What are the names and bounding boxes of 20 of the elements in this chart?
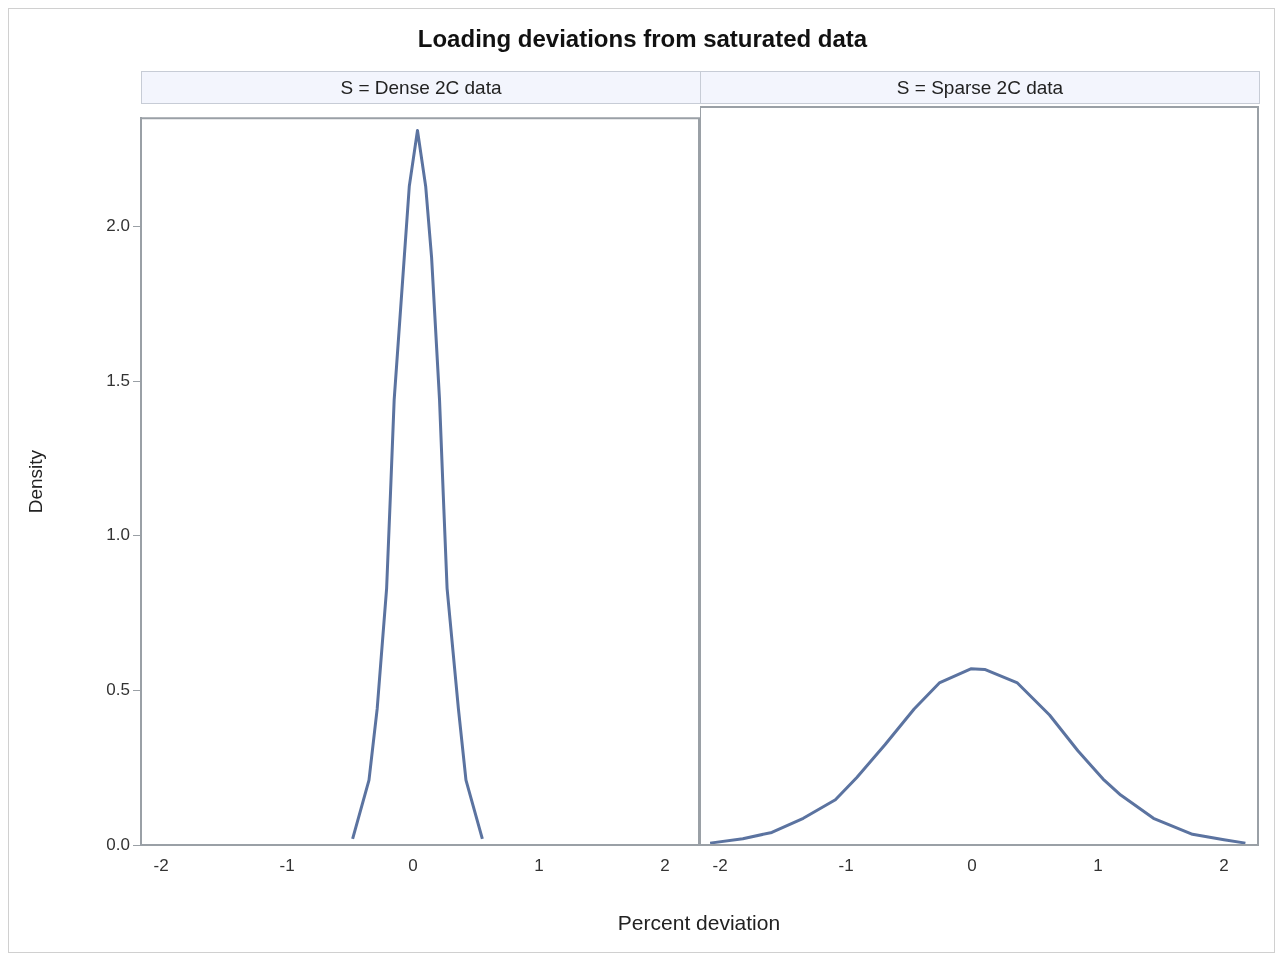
x-tick-label: 0	[967, 855, 977, 875]
x-tick-label: -2	[153, 855, 169, 875]
chart-title: Loading deviations from saturated data	[416, 25, 869, 53]
y-axis-title: Density	[24, 449, 46, 514]
x-tick-label: -1	[279, 855, 295, 875]
x-tick-label: 1	[534, 855, 544, 875]
y-tick-label: 0.5	[106, 680, 130, 700]
x-axis-title: Percent deviation	[616, 911, 782, 935]
x-tick-label: 2	[660, 855, 670, 875]
x-tick-label: -2	[712, 855, 728, 875]
y-tick-label: 1.0	[106, 525, 130, 545]
x-tick-label: 2	[1219, 855, 1229, 875]
y-tick-label: 1.5	[106, 370, 130, 390]
y-tick-label: 0.0	[106, 834, 130, 854]
chart-subtitle: S = Sparse 2C data	[700, 71, 1260, 104]
x-tick-label: 0	[408, 855, 418, 875]
y-tick-label: 2.0	[106, 216, 130, 236]
x-tick-label: -1	[838, 855, 854, 875]
chart-subtitle: S = Dense 2C data	[141, 71, 701, 104]
x-tick-label: 1	[1093, 855, 1103, 875]
